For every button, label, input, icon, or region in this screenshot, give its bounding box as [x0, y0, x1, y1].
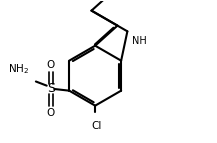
Text: O: O [47, 108, 55, 118]
Text: S: S [47, 83, 55, 96]
Text: Cl: Cl [92, 121, 102, 131]
Text: O: O [47, 60, 55, 70]
Text: NH: NH [132, 35, 146, 45]
Text: NH$_2$: NH$_2$ [8, 63, 29, 77]
